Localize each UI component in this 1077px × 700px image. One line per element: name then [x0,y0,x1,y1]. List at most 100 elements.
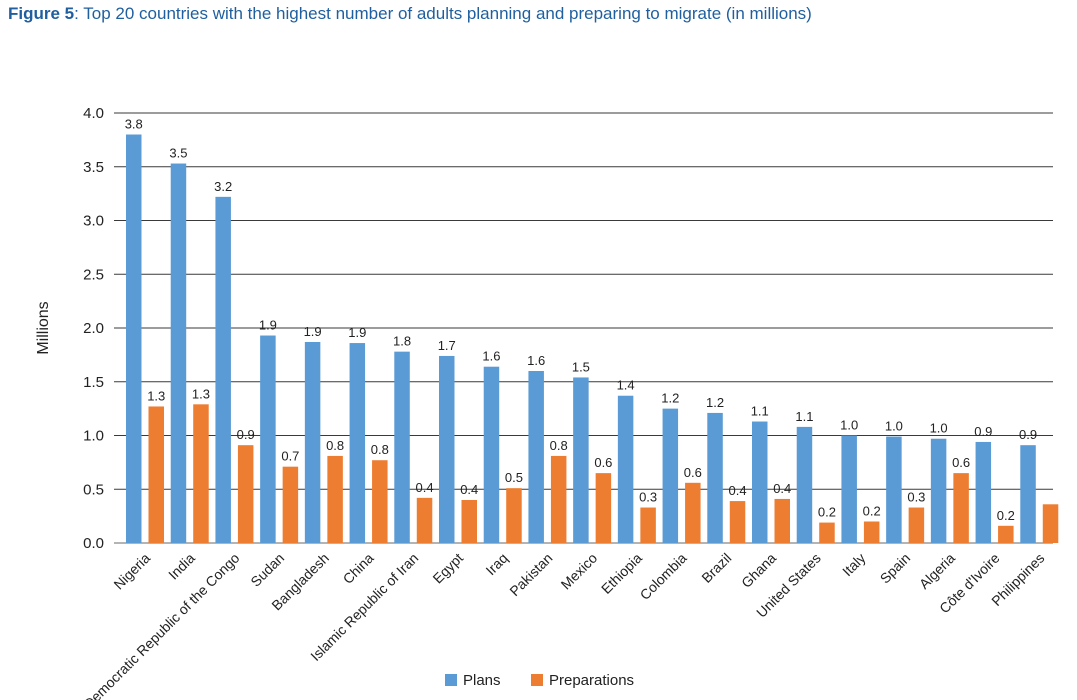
value-label-preparations: 0.8 [371,442,389,457]
category-label: Algeria [916,550,958,592]
category-label: Democratic Republic of the Congo [80,550,242,700]
bar-preparations [416,497,433,543]
bar-preparations [953,473,969,543]
bar-plans [483,366,500,543]
category-label: Iraq [482,550,510,578]
category-label: Pakistan [506,550,555,599]
category-label: Mexico [558,550,601,593]
value-label-preparations: 0.4 [460,482,478,497]
category-label: Italy [839,550,868,579]
value-label-plans: 1.0 [840,418,858,433]
figure-title: Figure 5: Top 20 countries with the high… [8,4,812,24]
value-label-preparations: 0.8 [326,438,344,453]
bar-preparations [550,455,567,543]
value-label-preparations: 0.3 [907,490,925,505]
value-label-preparations: 1.3 [147,388,165,403]
bar-preparations [685,482,701,543]
bar-plans [170,163,187,543]
value-label-preparations: 0.2 [863,504,881,519]
value-label-plans: 1.9 [304,324,322,339]
bar-preparations [506,488,522,543]
value-label-preparations: 0.4 [415,480,433,495]
value-label-plans: 1.9 [259,318,277,333]
value-label-plans: 1.0 [930,421,948,436]
y-axis-label: Millions [35,301,52,354]
figure-title-label: Figure 5 [8,4,75,23]
value-label-plans: 1.7 [438,338,456,353]
bar-preparations [1042,504,1059,543]
category-label: Ghana [738,550,779,591]
y-tick-label: 2.5 [83,266,104,283]
value-label-preparations: 0.4 [728,483,746,498]
legend-swatch-plans [445,674,457,686]
bar-preparations [193,404,209,543]
bar-preparations [282,466,299,543]
category-label: Spain [877,550,914,587]
bar-plans [886,436,902,543]
category-label: Colombia [637,550,690,603]
y-tick-label: 3.0 [83,213,104,230]
bar-plans [439,355,455,543]
bar-preparations [640,507,656,543]
bar-plans [930,438,947,543]
bar-plans [394,351,410,543]
value-label-plans: 1.2 [706,395,724,410]
bar-preparations [729,501,746,543]
bar-plans [975,441,992,543]
value-label-preparations: 0.6 [952,455,970,470]
bar-preparations [327,455,343,543]
category-label: China [340,550,377,587]
value-label-preparations: 0.8 [550,438,568,453]
y-tick-label: 1.5 [83,374,104,391]
bar-preparations [372,460,388,543]
value-label-plans: 3.2 [214,179,232,194]
category-label: Egypt [429,550,466,587]
bar-preparations [148,406,164,543]
figure-title-text: : Top 20 countries with the highest numb… [74,4,812,23]
category-label: Sudan [247,550,287,590]
value-label-preparations: 0.5 [505,470,523,485]
bar-preparations [237,445,254,543]
y-tick-label: 0.5 [83,481,104,498]
bar-plans [707,412,723,543]
value-label-plans: 1.6 [482,349,500,364]
bar-plans [617,395,634,543]
legend-label-plans: Plans [463,672,501,689]
value-label-preparations: 0.3 [639,490,657,505]
category-label: India [165,550,198,583]
value-label-preparations: 0.6 [594,455,612,470]
y-tick-label: 2.0 [83,320,104,337]
bar-preparations [461,500,477,543]
value-label-plans: 0.9 [1019,427,1037,442]
bar-plans [573,377,589,543]
y-tick-label: 1.0 [83,428,104,445]
bar-preparations [908,507,925,543]
value-label-plans: 1.1 [795,409,813,424]
value-label-plans: 1.4 [617,378,635,393]
value-label-preparations: 0.6 [684,465,702,480]
bar-plans [841,435,857,543]
value-label-plans: 3.8 [125,117,143,132]
legend-label-preparations: Preparations [549,672,634,689]
bar-plans [215,196,231,543]
value-label-preparations: 0.4 [773,481,791,496]
value-label-preparations: 1.3 [192,386,210,401]
value-label-preparations: 0.9 [237,427,255,442]
value-label-preparations: 0.7 [281,449,299,464]
value-label-plans: 1.1 [751,404,769,419]
value-label-preparations: 0.2 [997,508,1015,523]
value-label-plans: 1.5 [572,359,590,374]
value-label-plans: 0.9 [974,424,992,439]
bar-plans [260,335,276,543]
bar-plans [528,371,544,543]
value-label-plans: 1.8 [393,334,411,349]
value-label-plans: 1.2 [661,391,679,406]
bar-preparations [819,522,835,543]
bar-preparations [998,525,1014,543]
category-label: Nigeria [110,550,153,593]
y-tick-label: 0.0 [83,535,104,552]
legend-swatch-preparations [531,674,543,686]
bar-plans [126,134,142,543]
value-label-plans: 1.6 [527,353,545,368]
